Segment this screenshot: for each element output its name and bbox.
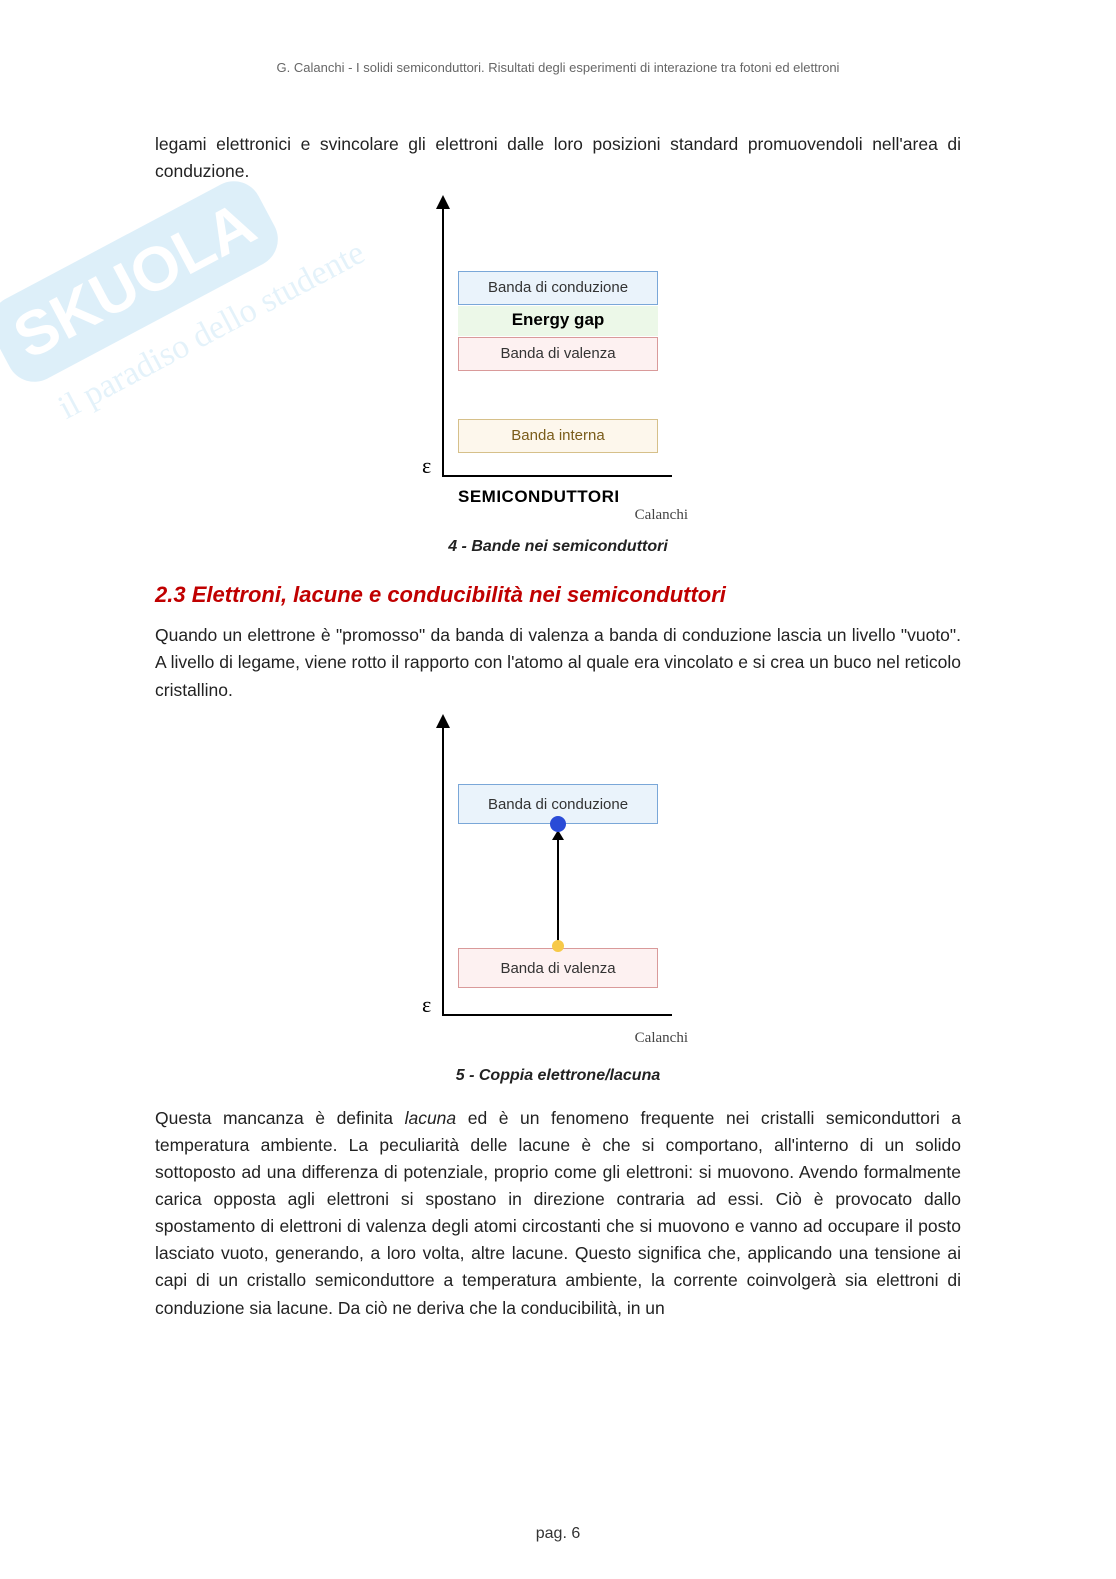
y-axis — [442, 197, 444, 477]
x-axis — [442, 475, 672, 477]
section-number: 2.3 — [155, 582, 186, 607]
transition-arrow-line — [557, 834, 559, 942]
figure-4-signature: Calanchi — [635, 507, 688, 524]
paragraph-after-heading: Quando un elettrone è "promosso" da band… — [155, 622, 961, 703]
figure-5: ε Banda di conduzione Banda di valenza C… — [155, 716, 961, 1085]
last-paragraph-post: ed è un fenomeno frequente nei cristalli… — [155, 1108, 961, 1318]
last-paragraph-pre: Questa mancanza è definita — [155, 1108, 405, 1128]
band-interna: Banda interna — [458, 419, 658, 453]
band-conduzione: Banda di conduzione — [458, 271, 658, 305]
hole-dot-icon — [552, 940, 564, 952]
intro-paragraph: legami elettronici e svincolare gli elet… — [155, 131, 961, 185]
last-paragraph: Questa mancanza è definita lacuna ed è u… — [155, 1105, 961, 1322]
band-energy-gap: Energy gap — [458, 306, 658, 336]
page-header: G. Calanchi - I solidi semiconduttori. R… — [155, 60, 961, 75]
section-title: Elettroni, lacune e conducibilità nei se… — [192, 582, 726, 607]
band-valenza: Banda di valenza — [458, 337, 658, 371]
figure-5-caption: 5 - Coppia elettrone/lacuna — [155, 1067, 961, 1085]
section-heading: 2.3 Elettroni, lacune e conducibilità ne… — [155, 582, 961, 608]
axis-label-epsilon: ε — [422, 992, 431, 1018]
y-axis — [442, 716, 444, 1016]
electron-dot-icon — [550, 816, 566, 832]
figure-4-title: SEMICONDUTTORI — [458, 487, 620, 507]
x-axis — [442, 1014, 672, 1016]
band-valenza: Banda di valenza — [458, 948, 658, 988]
figure-5-signature: Calanchi — [635, 1030, 688, 1047]
figure-4: ε Banda di conduzione Energy gap Banda d… — [155, 197, 961, 556]
axis-label-epsilon: ε — [422, 453, 431, 479]
figure-4-caption: 4 - Bande nei semiconduttori — [155, 538, 961, 556]
figure-5-diagram: ε Banda di conduzione Banda di valenza C… — [418, 716, 698, 1056]
last-paragraph-italic-term: lacuna — [405, 1108, 457, 1128]
page-content: G. Calanchi - I solidi semiconduttori. R… — [0, 0, 1116, 1579]
figure-4-diagram: ε Banda di conduzione Energy gap Banda d… — [418, 197, 698, 527]
